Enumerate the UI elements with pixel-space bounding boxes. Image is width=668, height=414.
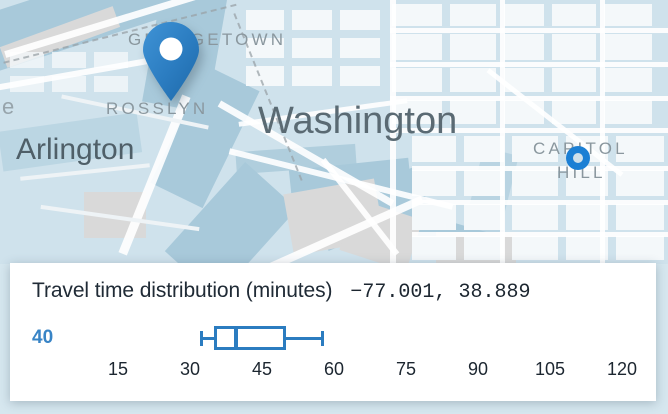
x-tick-45: 45 — [251, 359, 273, 379]
location-dot-marker[interactable] — [566, 146, 590, 170]
boxplot-median — [234, 326, 239, 350]
x-tick-120: 120 — [606, 359, 638, 379]
card-header: Travel time distribution (minutes) −77.0… — [32, 279, 642, 304]
map-road-h-street — [390, 128, 668, 133]
map-label-partial-left: e — [2, 94, 15, 119]
boxplot-whisker-high — [286, 336, 325, 340]
location-dot-marker-inner — [573, 153, 583, 163]
map-road-se-cross-1 — [412, 166, 668, 171]
map-road-upper-cross — [390, 28, 668, 33]
map-road-se-cross-2 — [412, 200, 668, 205]
map-road-mid-cross — [390, 62, 668, 67]
map-label-washington: Washington — [258, 100, 458, 142]
x-tick-105: 105 — [534, 359, 566, 379]
chart-title: Travel time distribution (minutes) — [32, 279, 333, 302]
travel-time-card: Travel time distribution (minutes) −77.0… — [10, 263, 656, 401]
map-label-rosslyn: ROSSLYN — [106, 99, 209, 118]
map-block-grid-north — [392, 0, 668, 130]
map-block-grid-mid — [246, 10, 386, 90]
boxplot-whisker-low — [199, 336, 214, 340]
x-tick-75: 75 — [395, 359, 417, 379]
x-tick-15: 15 — [107, 359, 129, 379]
map-label-hill: HILL — [557, 163, 606, 182]
location-pin-marker[interactable] — [140, 22, 202, 102]
map-label-arlington: Arlington — [16, 133, 135, 166]
x-tick-90: 90 — [467, 359, 489, 379]
boxplot-cap-low — [199, 330, 203, 346]
x-tick-60: 60 — [323, 359, 345, 379]
value-label: 40 — [32, 327, 54, 348]
boxplot-cap-high — [321, 330, 325, 346]
x-tick-30: 30 — [179, 359, 201, 379]
boxplot-chart: 40 15 30 45 60 75 90 105 120 — [10, 319, 656, 401]
map-block-grid-arlington — [10, 52, 140, 108]
map-road-se-cross-3 — [412, 232, 668, 237]
coordinates-readout: −77.001, 38.889 — [350, 281, 531, 304]
boxplot-box — [214, 326, 286, 350]
